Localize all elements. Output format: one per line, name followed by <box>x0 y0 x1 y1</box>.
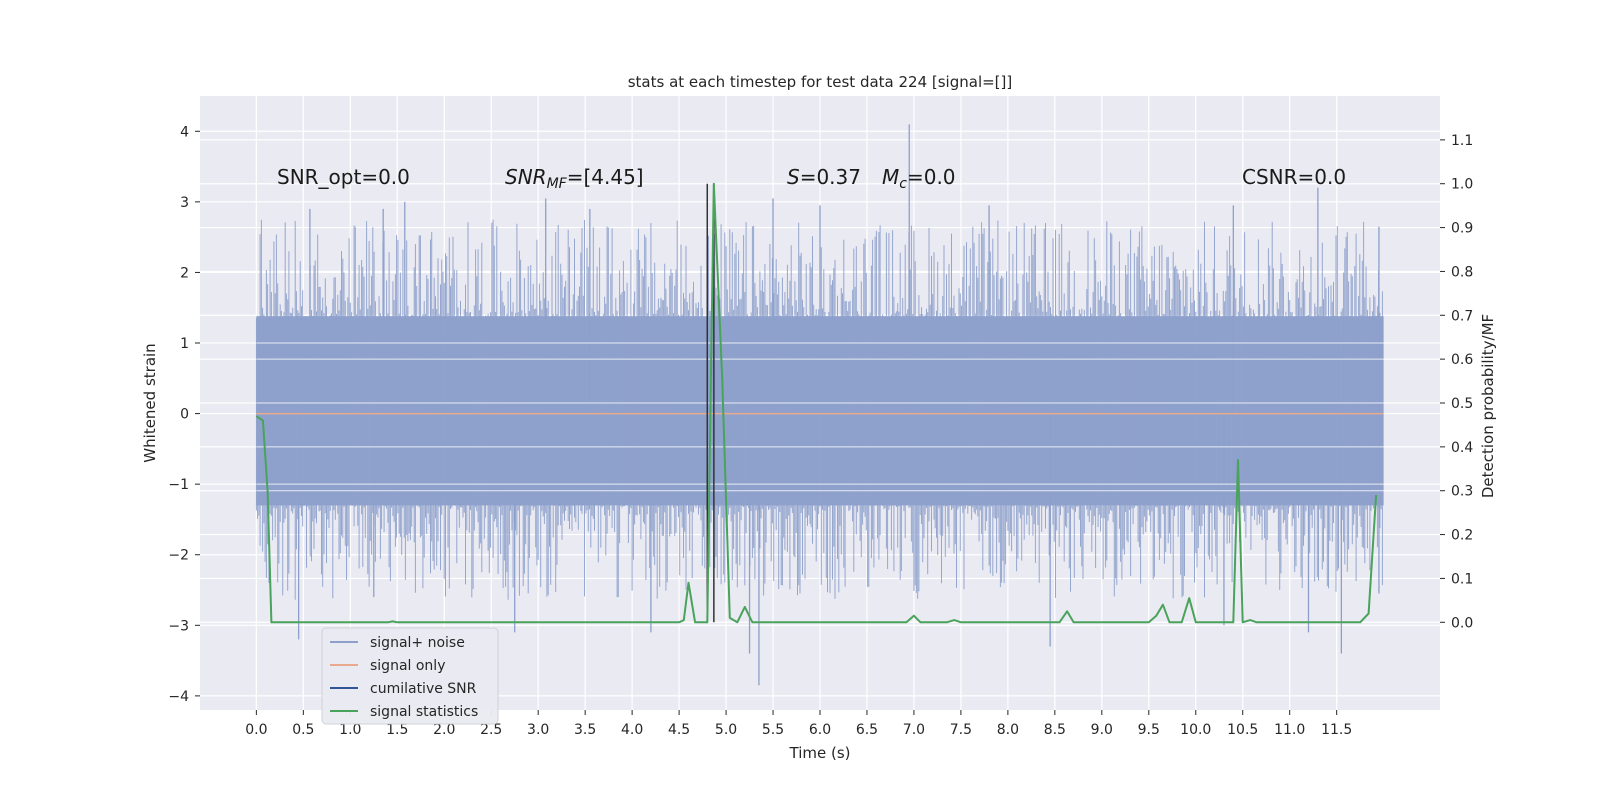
y-tick-label-right: 0.9 <box>1451 221 1473 237</box>
x-tick-label: 2.5 <box>480 722 502 738</box>
x-tick-label: 2.0 <box>433 722 455 738</box>
axes: 0.0 0.5 1.0 1.5 2.0 2.5 3.0 3.5 4.0 4.5 5.0 5.5 6.0 6… <box>168 124 1473 738</box>
x-tick-label: 3.0 <box>527 722 549 738</box>
y-tick-label-left: −4 <box>168 689 189 705</box>
chart-title: stats at each timestep for test data 224… <box>628 73 1013 91</box>
y-tick-label-right: 1.0 <box>1451 177 1473 193</box>
series-layer <box>255 124 1384 686</box>
x-tick-label: 0.5 <box>292 722 314 738</box>
y-tick-label-right: 1.1 <box>1451 133 1473 149</box>
y-tick-label-left: −1 <box>168 477 189 493</box>
x-tick-label: 6.5 <box>856 722 878 738</box>
y-tick-label-right: 0.1 <box>1451 571 1473 587</box>
x-tick-label: 4.5 <box>668 722 690 738</box>
y-axis-label-left: Whitened strain <box>141 343 159 462</box>
x-tick-label: 7.0 <box>903 722 925 738</box>
x-tick-label: 10.0 <box>1180 722 1211 738</box>
x-tick-label: 5.0 <box>715 722 737 738</box>
x-tick-label: 8.5 <box>1044 722 1066 738</box>
x-tick-label: 7.5 <box>950 722 972 738</box>
y-tick-label-left: 2 <box>180 265 189 281</box>
y-tick-label-left: 3 <box>180 195 189 211</box>
y-axis-label-right: Detection probability/MF <box>1479 314 1497 498</box>
legend-label: signal+ noise <box>370 635 465 651</box>
annotations: SNR_opt=0.0 SNRMF=[4.45] S=0.37 Mc=0.0 CSNR=… <box>277 165 1346 192</box>
x-tick-label: 1.5 <box>386 722 408 738</box>
legend-box <box>321 627 499 725</box>
legend-label: cumilative SNR <box>370 681 477 697</box>
y-tick-label-left: −2 <box>168 548 189 564</box>
y-tick-label-right: 0.8 <box>1451 264 1473 280</box>
x-tick-label: 8.0 <box>997 722 1019 738</box>
x-tick-label: 9.0 <box>1091 722 1113 738</box>
y-tick-label-left: −3 <box>168 618 189 634</box>
x-tick-label: 1.0 <box>339 722 361 738</box>
x-tick-label: 3.5 <box>574 722 596 738</box>
legend: signal+ noise signal only cumilative SNR si… <box>321 627 499 725</box>
annotation-snr-mf: SNRMF=[4.45] <box>505 165 644 192</box>
y-tick-label-left: 0 <box>180 407 189 423</box>
y-tick-label-left: 4 <box>180 124 189 140</box>
x-axis-label: Time (s) <box>789 744 851 762</box>
y-tick-label-right: 0.3 <box>1451 484 1473 500</box>
x-tick-label: 5.5 <box>762 722 784 738</box>
x-tick-label: 10.5 <box>1227 722 1258 738</box>
x-tick-label: 11.5 <box>1321 722 1352 738</box>
legend-label: signal only <box>370 658 445 674</box>
y-tick-label-right: 0.6 <box>1451 352 1473 368</box>
x-tick-label: 4.0 <box>621 722 643 738</box>
y-tick-label-right: 0.0 <box>1451 615 1473 631</box>
y-tick-label-right: 0.7 <box>1451 308 1473 324</box>
y-tick-label-right: 0.4 <box>1451 440 1473 456</box>
y-tick-label-right: 0.2 <box>1451 528 1473 544</box>
x-tick-label: 11.0 <box>1274 722 1305 738</box>
annotation-csnr: CSNR=0.0 <box>1242 165 1346 189</box>
x-tick-label: 9.5 <box>1138 722 1160 738</box>
annotation-s: S=0.37 <box>787 165 861 189</box>
x-tick-label: 6.0 <box>809 722 831 738</box>
y-tick-label-left: 1 <box>180 336 189 352</box>
signal-statistics-series <box>255 182 1378 624</box>
annotation-mc: Mc=0.0 <box>882 165 956 192</box>
x-tick-label: 0.0 <box>245 722 267 738</box>
annotation-snr-opt: SNR_opt=0.0 <box>277 165 410 189</box>
legend-label: signal statistics <box>370 704 478 720</box>
y-tick-label-right: 0.5 <box>1451 396 1473 412</box>
